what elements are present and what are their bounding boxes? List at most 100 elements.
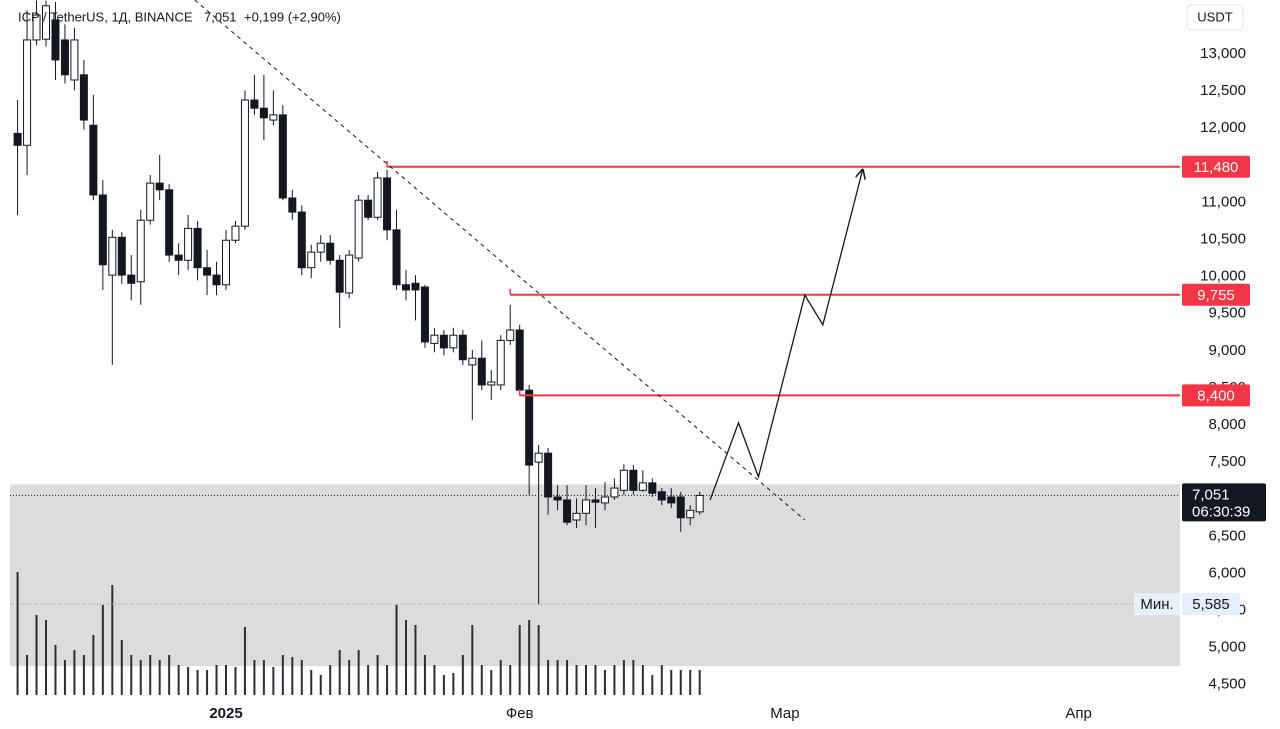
candle-body <box>42 5 50 40</box>
volume-bar <box>149 655 152 695</box>
volume-bar <box>101 605 104 695</box>
volume-bar <box>357 650 360 695</box>
candle-body <box>525 389 534 466</box>
candle-body <box>155 182 164 191</box>
volume-bar <box>225 665 227 695</box>
candle-body <box>487 381 496 386</box>
volume-bar <box>414 625 417 695</box>
candle-body <box>638 482 647 491</box>
y-tick-label: 6,500 <box>1208 527 1246 544</box>
candle-body <box>288 197 297 213</box>
volume-bar <box>92 635 95 695</box>
volume-bar <box>423 655 426 695</box>
volume-bar <box>556 660 559 695</box>
candle-body <box>373 177 382 218</box>
volume-bar <box>196 670 199 695</box>
volume-bar <box>120 640 123 695</box>
volume-bar <box>442 675 445 695</box>
candle-body <box>600 496 609 504</box>
candle-body <box>98 194 107 266</box>
candle-body <box>193 227 202 269</box>
candle-body <box>316 242 325 253</box>
volume-bar <box>367 665 370 695</box>
volume-bar <box>319 675 322 695</box>
volume-bar <box>405 620 407 695</box>
currency[interactable]: USDT <box>1197 9 1232 24</box>
y-tick-label: 7,500 <box>1208 453 1246 470</box>
candle-body <box>51 19 60 61</box>
volume-bar <box>158 660 161 695</box>
candle-body <box>108 236 117 276</box>
countdown: 06:30:39 <box>1192 503 1250 520</box>
volume-bar <box>82 655 85 695</box>
volume-bar <box>243 627 246 695</box>
y-tick-label: 9,000 <box>1208 342 1246 359</box>
volume-bar <box>291 657 294 695</box>
volume-bar <box>518 625 521 695</box>
projection-path <box>709 170 863 501</box>
candle-body <box>79 74 88 121</box>
candle-body <box>297 211 306 269</box>
volume-bar <box>45 620 47 695</box>
candle-body <box>591 499 600 503</box>
volume-bar <box>603 670 606 695</box>
volume-bar <box>537 625 540 695</box>
volume-bar <box>338 650 341 695</box>
volume-bar <box>26 655 29 695</box>
candle-body <box>212 274 221 286</box>
volume-bar <box>660 665 663 695</box>
candle-body <box>667 496 676 504</box>
candle-body <box>240 99 249 227</box>
x-tick-label: Фев <box>506 705 534 722</box>
candle-body <box>458 334 467 361</box>
volume-bar <box>689 670 692 695</box>
volume-bar <box>433 665 436 695</box>
candle-body <box>203 267 212 276</box>
volume-bar <box>111 585 114 695</box>
volume-bar <box>139 660 142 695</box>
volume-bar <box>234 667 237 695</box>
candle-body <box>250 99 259 109</box>
candle-body <box>648 482 657 494</box>
candle-body <box>657 491 666 501</box>
candle-body <box>563 499 572 523</box>
volume-bar <box>698 670 701 695</box>
candle-body <box>231 225 240 241</box>
candle-body <box>269 114 278 121</box>
candle-body <box>695 494 704 513</box>
volume-bar <box>490 670 493 695</box>
plot-area <box>10 0 1180 695</box>
y-tick-label: 11,000 <box>1201 193 1246 210</box>
candle-body <box>335 259 344 293</box>
candle-body <box>572 512 581 521</box>
volume-bar <box>187 667 190 695</box>
volume-bar <box>575 665 578 695</box>
volume-bar <box>215 665 218 695</box>
volume-bar <box>641 665 644 695</box>
min-box <box>1182 593 1240 616</box>
volume-bar <box>480 665 483 695</box>
min-label: 5,585 <box>1192 596 1230 613</box>
candle-body <box>326 242 335 261</box>
level-box <box>1182 155 1250 178</box>
y-tick-label: 4,500 <box>1208 676 1246 693</box>
volume-bar <box>16 572 19 695</box>
volume-bar <box>386 665 389 695</box>
candle-body <box>89 124 98 196</box>
volume-bar <box>651 675 654 695</box>
volume-bar <box>348 660 351 695</box>
volume-bar <box>300 660 303 695</box>
volume-bar <box>547 660 550 695</box>
level-box <box>1182 384 1250 407</box>
candle-body <box>610 487 619 498</box>
candle-body <box>307 251 316 269</box>
currency-box[interactable] <box>1186 4 1244 31</box>
x-tick-label: Мар <box>770 705 799 722</box>
candle-body <box>515 329 524 391</box>
y-tick-label: 10,000 <box>1200 268 1246 285</box>
volume-bar <box>528 620 531 695</box>
min-name: Мин. <box>1140 596 1173 613</box>
last-price-box <box>1182 483 1266 522</box>
volume-bar <box>509 665 512 695</box>
candle-body <box>411 282 420 291</box>
